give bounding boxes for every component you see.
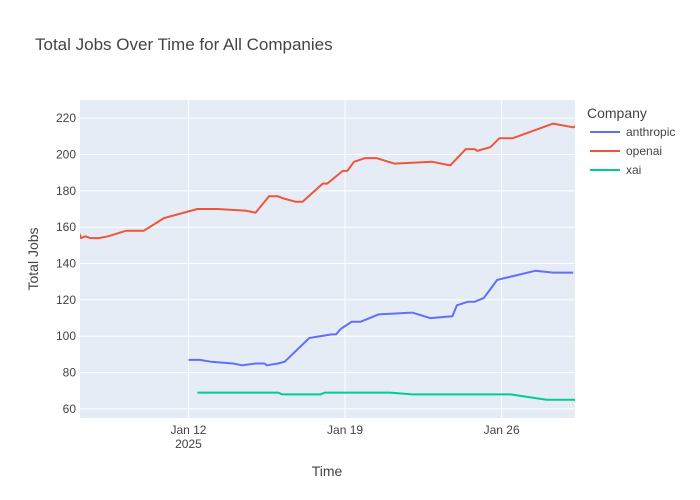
y-tick-label: 140 bbox=[56, 257, 76, 271]
series-line-xai bbox=[197, 391, 575, 401]
y-axis-ticks: 60 80 100 120 140 160 180 200 220 bbox=[56, 111, 76, 416]
y-tick-label: 180 bbox=[56, 184, 76, 198]
legend: Company anthropic openai xai bbox=[587, 105, 675, 177]
legend-label-openai: openai bbox=[626, 144, 662, 158]
gridlines bbox=[80, 100, 575, 418]
x-tick-sublabel: 2025 bbox=[175, 437, 202, 451]
x-tick-label: Jan 12 bbox=[170, 423, 206, 437]
x-tick-label: Jan 19 bbox=[327, 423, 363, 437]
y-tick-label: 100 bbox=[56, 329, 76, 343]
legend-title: Company bbox=[587, 105, 647, 121]
y-tick-label: 120 bbox=[56, 293, 76, 307]
x-tick-label: Jan 26 bbox=[484, 423, 520, 437]
series-line-openai bbox=[80, 122, 575, 240]
series-lines bbox=[80, 122, 575, 401]
x-axis-label: Time bbox=[312, 463, 343, 479]
y-tick-label: 80 bbox=[63, 366, 77, 380]
y-tick-label: 60 bbox=[63, 402, 77, 416]
legend-label-anthropic: anthropic bbox=[626, 125, 675, 139]
y-axis-label: Total Jobs bbox=[25, 227, 41, 290]
y-tick-label: 220 bbox=[56, 111, 76, 125]
series-line-anthropic bbox=[188, 269, 574, 367]
legend-label-xai: xai bbox=[626, 163, 641, 177]
y-tick-label: 160 bbox=[56, 220, 76, 234]
plot-area bbox=[80, 100, 575, 418]
chart-title: Total Jobs Over Time for All Companies bbox=[35, 35, 333, 54]
y-tick-label: 200 bbox=[56, 148, 76, 162]
